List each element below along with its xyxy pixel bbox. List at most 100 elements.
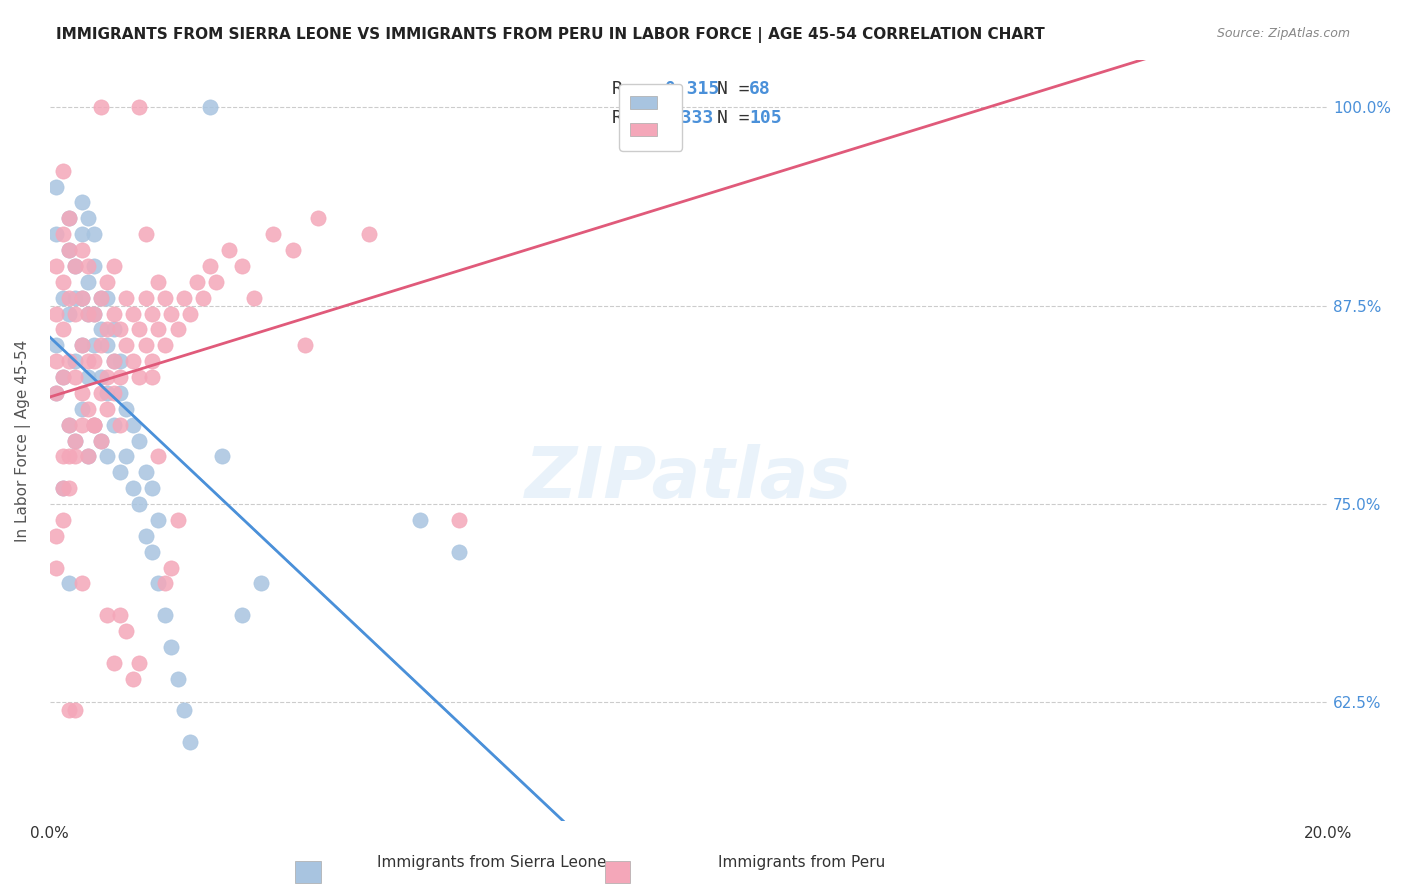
Point xyxy=(103,417,125,432)
Point xyxy=(70,243,93,257)
Point xyxy=(45,338,67,352)
Point xyxy=(70,417,93,432)
Point xyxy=(148,513,170,527)
Point xyxy=(121,481,143,495)
Point xyxy=(135,529,157,543)
Y-axis label: In Labor Force | Age 45-54: In Labor Force | Age 45-54 xyxy=(15,339,31,541)
Point xyxy=(249,576,271,591)
Point xyxy=(45,227,67,242)
Point xyxy=(51,370,73,384)
Text: ZIPatlas: ZIPatlas xyxy=(526,444,852,513)
Point xyxy=(96,370,118,384)
Point xyxy=(83,417,105,432)
Point xyxy=(160,307,183,321)
Point xyxy=(70,338,93,352)
Point xyxy=(121,672,143,686)
Point xyxy=(108,370,131,384)
Point xyxy=(108,322,131,336)
Text: R =: R = xyxy=(612,109,655,127)
Point xyxy=(96,401,118,416)
Point xyxy=(96,608,118,623)
Point xyxy=(90,385,112,400)
Point xyxy=(198,259,221,273)
Point xyxy=(103,354,125,368)
Point xyxy=(65,434,87,448)
Point xyxy=(58,481,80,495)
Point xyxy=(77,354,100,368)
Point xyxy=(231,259,253,273)
Point xyxy=(45,259,67,273)
Point xyxy=(45,179,67,194)
Point xyxy=(65,703,87,717)
Point xyxy=(108,354,131,368)
Point xyxy=(205,275,228,289)
Point xyxy=(281,243,304,257)
Point xyxy=(191,291,214,305)
Point xyxy=(58,307,80,321)
Point xyxy=(51,291,73,305)
Point xyxy=(198,100,221,114)
Point xyxy=(51,322,73,336)
Point xyxy=(179,307,201,321)
Point xyxy=(58,243,80,257)
Point xyxy=(83,227,105,242)
Point xyxy=(65,259,87,273)
Point xyxy=(115,624,138,638)
Point xyxy=(70,401,93,416)
Point xyxy=(135,338,157,352)
Point xyxy=(103,656,125,670)
Point xyxy=(90,100,112,114)
Point xyxy=(103,259,125,273)
Text: 105: 105 xyxy=(749,109,782,127)
Point xyxy=(135,465,157,479)
Point xyxy=(70,291,93,305)
Point xyxy=(263,227,285,242)
Point xyxy=(90,434,112,448)
Point xyxy=(77,211,100,226)
Point xyxy=(58,417,80,432)
Point xyxy=(77,401,100,416)
Point xyxy=(51,163,73,178)
Point xyxy=(65,259,87,273)
Point xyxy=(141,544,163,558)
Point xyxy=(96,385,118,400)
Point xyxy=(58,211,80,226)
Point xyxy=(160,640,183,654)
Point xyxy=(108,465,131,479)
Point xyxy=(83,307,105,321)
Point xyxy=(115,401,138,416)
Point xyxy=(58,291,80,305)
Point xyxy=(77,307,100,321)
Point xyxy=(90,434,112,448)
Point xyxy=(65,291,87,305)
Point xyxy=(77,370,100,384)
Point xyxy=(141,370,163,384)
Point xyxy=(58,211,80,226)
Point xyxy=(359,227,381,242)
Text: Immigrants from Sierra Leone: Immigrants from Sierra Leone xyxy=(377,855,607,870)
Point xyxy=(83,307,105,321)
Point xyxy=(447,513,470,527)
Point xyxy=(51,450,73,464)
Point xyxy=(45,385,67,400)
Point xyxy=(70,576,93,591)
Point xyxy=(148,322,170,336)
Point xyxy=(166,513,188,527)
Point xyxy=(65,434,87,448)
Point xyxy=(307,211,329,226)
Point xyxy=(83,354,105,368)
Point xyxy=(141,481,163,495)
Point xyxy=(58,417,80,432)
Point xyxy=(115,291,138,305)
Text: 68: 68 xyxy=(749,80,770,98)
Point xyxy=(153,608,176,623)
Point xyxy=(121,417,143,432)
Point xyxy=(128,434,150,448)
Point xyxy=(65,307,87,321)
Point xyxy=(58,243,80,257)
Point xyxy=(96,291,118,305)
Point xyxy=(83,417,105,432)
Point xyxy=(173,703,195,717)
Point xyxy=(83,417,105,432)
Point xyxy=(96,338,118,352)
